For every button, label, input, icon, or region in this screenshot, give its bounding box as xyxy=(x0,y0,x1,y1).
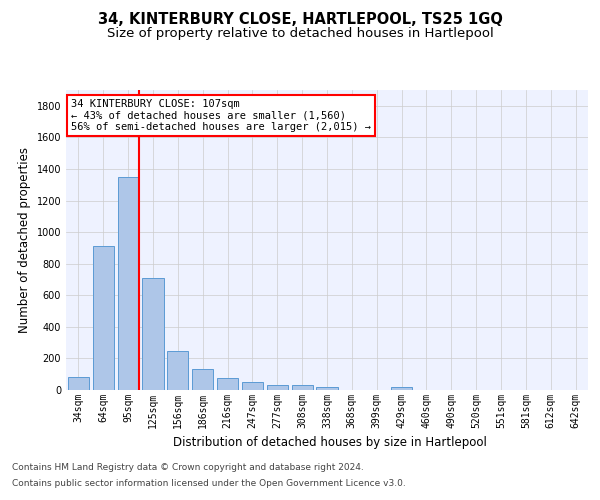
Bar xyxy=(217,378,238,390)
Bar xyxy=(292,386,313,390)
Bar xyxy=(167,352,188,390)
Bar xyxy=(242,382,263,390)
Text: Contains HM Land Registry data © Crown copyright and database right 2024.: Contains HM Land Registry data © Crown c… xyxy=(12,464,364,472)
Bar xyxy=(192,368,213,390)
Bar xyxy=(142,278,164,390)
Bar xyxy=(267,386,288,390)
Text: Contains public sector information licensed under the Open Government Licence v3: Contains public sector information licen… xyxy=(12,478,406,488)
Bar xyxy=(316,387,338,390)
Text: 34 KINTERBURY CLOSE: 107sqm
← 43% of detached houses are smaller (1,560)
56% of : 34 KINTERBURY CLOSE: 107sqm ← 43% of det… xyxy=(71,99,371,132)
Text: Distribution of detached houses by size in Hartlepool: Distribution of detached houses by size … xyxy=(173,436,487,449)
Bar xyxy=(118,177,139,390)
Text: 34, KINTERBURY CLOSE, HARTLEPOOL, TS25 1GQ: 34, KINTERBURY CLOSE, HARTLEPOOL, TS25 1… xyxy=(98,12,502,28)
Bar xyxy=(68,378,89,390)
Bar xyxy=(93,246,114,390)
Text: Size of property relative to detached houses in Hartlepool: Size of property relative to detached ho… xyxy=(107,28,493,40)
Y-axis label: Number of detached properties: Number of detached properties xyxy=(18,147,31,333)
Bar xyxy=(391,387,412,390)
